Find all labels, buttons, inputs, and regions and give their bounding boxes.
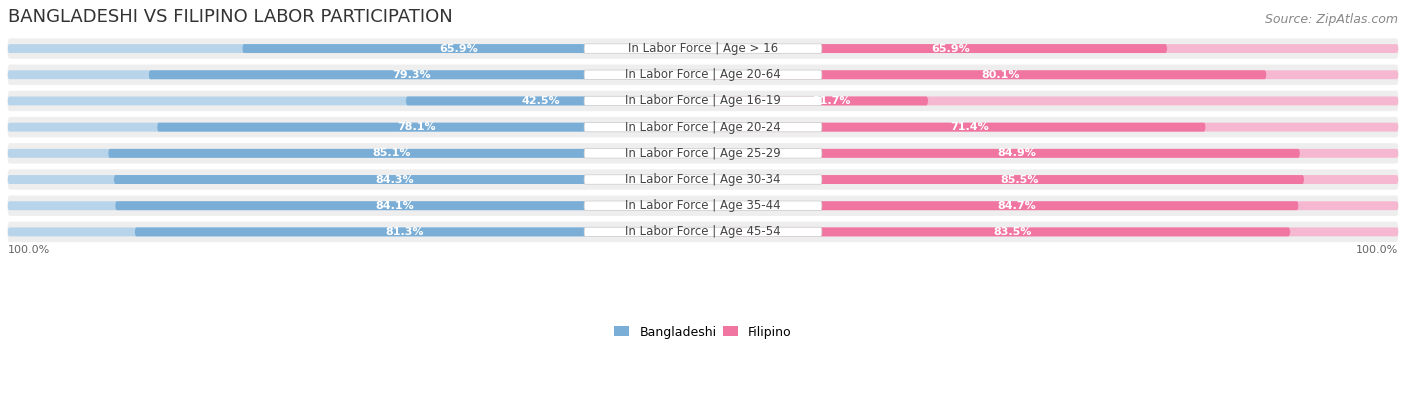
- FancyBboxPatch shape: [7, 143, 1399, 164]
- FancyBboxPatch shape: [583, 70, 823, 79]
- Text: Source: ZipAtlas.com: Source: ZipAtlas.com: [1265, 13, 1399, 26]
- Text: 80.1%: 80.1%: [981, 70, 1019, 80]
- FancyBboxPatch shape: [706, 175, 1305, 184]
- FancyBboxPatch shape: [706, 201, 1399, 210]
- Text: In Labor Force | Age 25-29: In Labor Force | Age 25-29: [626, 147, 780, 160]
- Text: 65.9%: 65.9%: [440, 43, 478, 54]
- Text: In Labor Force | Age 20-24: In Labor Force | Age 20-24: [626, 120, 780, 134]
- FancyBboxPatch shape: [706, 175, 1399, 184]
- FancyBboxPatch shape: [583, 227, 823, 237]
- FancyBboxPatch shape: [7, 38, 1399, 59]
- Text: In Labor Force | Age 30-34: In Labor Force | Age 30-34: [626, 173, 780, 186]
- FancyBboxPatch shape: [7, 96, 703, 105]
- FancyBboxPatch shape: [7, 175, 703, 184]
- FancyBboxPatch shape: [7, 44, 703, 53]
- FancyBboxPatch shape: [706, 96, 928, 105]
- Text: 31.7%: 31.7%: [813, 96, 851, 106]
- Text: 65.9%: 65.9%: [931, 43, 970, 54]
- FancyBboxPatch shape: [157, 123, 703, 132]
- FancyBboxPatch shape: [149, 70, 703, 79]
- Text: 85.1%: 85.1%: [373, 149, 411, 158]
- FancyBboxPatch shape: [706, 44, 1399, 53]
- FancyBboxPatch shape: [7, 149, 703, 158]
- FancyBboxPatch shape: [583, 44, 823, 53]
- FancyBboxPatch shape: [706, 96, 1399, 105]
- FancyBboxPatch shape: [583, 201, 823, 211]
- FancyBboxPatch shape: [706, 70, 1267, 79]
- Text: BANGLADESHI VS FILIPINO LABOR PARTICIPATION: BANGLADESHI VS FILIPINO LABOR PARTICIPAT…: [7, 8, 453, 26]
- FancyBboxPatch shape: [114, 175, 703, 184]
- Text: In Labor Force | Age 35-44: In Labor Force | Age 35-44: [626, 199, 780, 212]
- Text: 84.1%: 84.1%: [375, 201, 415, 211]
- Text: 84.3%: 84.3%: [375, 175, 413, 184]
- Text: 79.3%: 79.3%: [392, 70, 432, 80]
- FancyBboxPatch shape: [706, 123, 1205, 132]
- FancyBboxPatch shape: [242, 44, 703, 53]
- FancyBboxPatch shape: [108, 149, 703, 158]
- Text: 84.9%: 84.9%: [998, 149, 1036, 158]
- Text: 100.0%: 100.0%: [1357, 245, 1399, 255]
- FancyBboxPatch shape: [706, 149, 1399, 158]
- Legend: Bangladeshi, Filipino: Bangladeshi, Filipino: [609, 320, 797, 344]
- Text: In Labor Force | Age > 16: In Labor Force | Age > 16: [628, 42, 778, 55]
- Text: 78.1%: 78.1%: [396, 122, 436, 132]
- FancyBboxPatch shape: [706, 228, 1291, 236]
- FancyBboxPatch shape: [706, 70, 1399, 79]
- FancyBboxPatch shape: [406, 96, 703, 105]
- FancyBboxPatch shape: [706, 44, 1167, 53]
- FancyBboxPatch shape: [7, 169, 1399, 190]
- FancyBboxPatch shape: [706, 123, 1399, 132]
- Text: 81.3%: 81.3%: [385, 227, 425, 237]
- FancyBboxPatch shape: [7, 222, 1399, 242]
- FancyBboxPatch shape: [135, 228, 703, 236]
- FancyBboxPatch shape: [706, 201, 1299, 210]
- Text: 100.0%: 100.0%: [7, 245, 49, 255]
- FancyBboxPatch shape: [583, 122, 823, 132]
- Text: 71.4%: 71.4%: [950, 122, 990, 132]
- FancyBboxPatch shape: [7, 123, 703, 132]
- FancyBboxPatch shape: [7, 201, 703, 210]
- FancyBboxPatch shape: [706, 149, 1301, 158]
- FancyBboxPatch shape: [583, 96, 823, 106]
- FancyBboxPatch shape: [706, 228, 1399, 236]
- Text: In Labor Force | Age 16-19: In Labor Force | Age 16-19: [626, 94, 780, 107]
- Text: 85.5%: 85.5%: [1000, 175, 1039, 184]
- Text: In Labor Force | Age 45-54: In Labor Force | Age 45-54: [626, 226, 780, 239]
- FancyBboxPatch shape: [7, 196, 1399, 216]
- Text: 84.7%: 84.7%: [997, 201, 1036, 211]
- Text: 83.5%: 83.5%: [993, 227, 1032, 237]
- Text: In Labor Force | Age 20-64: In Labor Force | Age 20-64: [626, 68, 780, 81]
- FancyBboxPatch shape: [7, 91, 1399, 111]
- FancyBboxPatch shape: [583, 149, 823, 158]
- Text: 42.5%: 42.5%: [522, 96, 560, 106]
- FancyBboxPatch shape: [115, 201, 703, 210]
- FancyBboxPatch shape: [7, 228, 703, 236]
- FancyBboxPatch shape: [583, 175, 823, 184]
- FancyBboxPatch shape: [7, 117, 1399, 137]
- FancyBboxPatch shape: [7, 64, 1399, 85]
- FancyBboxPatch shape: [7, 70, 703, 79]
